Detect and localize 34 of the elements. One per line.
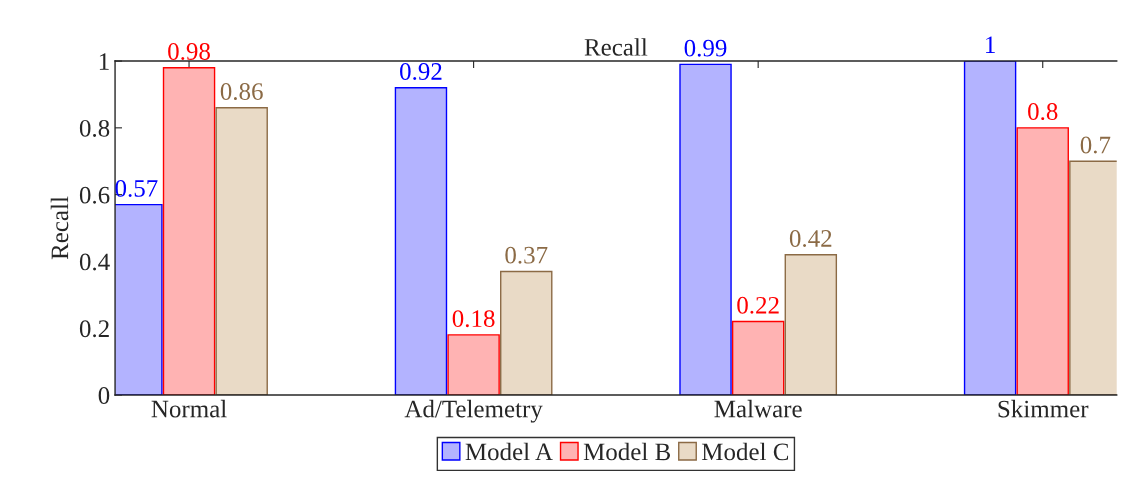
data-label: 0.37 <box>505 246 548 264</box>
bar <box>963 61 1017 395</box>
y-tick-label: 0 <box>98 387 110 404</box>
data-label: 0.42 <box>789 230 832 247</box>
data-label: 0.22 <box>737 296 779 314</box>
bar <box>500 270 553 395</box>
y-tick-label: 0.6 <box>79 186 110 204</box>
y-tick-label: 0.2 <box>79 320 109 338</box>
x-tick-label: Ad/Telemetry <box>404 399 543 423</box>
legend-label: Model C <box>701 442 789 461</box>
data-label: 0.8 <box>1028 103 1058 121</box>
y-axis-title: Recall <box>50 196 69 260</box>
data-label: 0.7 <box>1080 136 1111 154</box>
data-label: 0.86 <box>220 83 263 101</box>
data-label: 0.98 <box>168 43 210 60</box>
legend-label: Model B <box>583 442 671 461</box>
data-label: 1 <box>986 36 995 53</box>
data-label: 0.92 <box>400 63 442 81</box>
data-label: 0.18 <box>452 310 495 328</box>
y-tick-label: 0.4 <box>79 253 110 271</box>
bar <box>679 63 732 395</box>
x-tick-label: Skimmer <box>998 399 1089 418</box>
bar <box>731 320 785 395</box>
x-tick-label: Normal <box>151 399 227 418</box>
chart-title: Recall <box>584 38 648 56</box>
bar <box>784 254 838 395</box>
bar <box>215 107 268 395</box>
y-tick-label: 1 <box>99 53 109 70</box>
data-label: 0.99 <box>684 39 727 57</box>
y-tick-label: 0.8 <box>79 119 110 137</box>
legend-label: Model A <box>465 442 553 461</box>
bar <box>394 87 448 395</box>
bar <box>447 334 500 395</box>
x-tick-label: Malware <box>714 399 802 418</box>
